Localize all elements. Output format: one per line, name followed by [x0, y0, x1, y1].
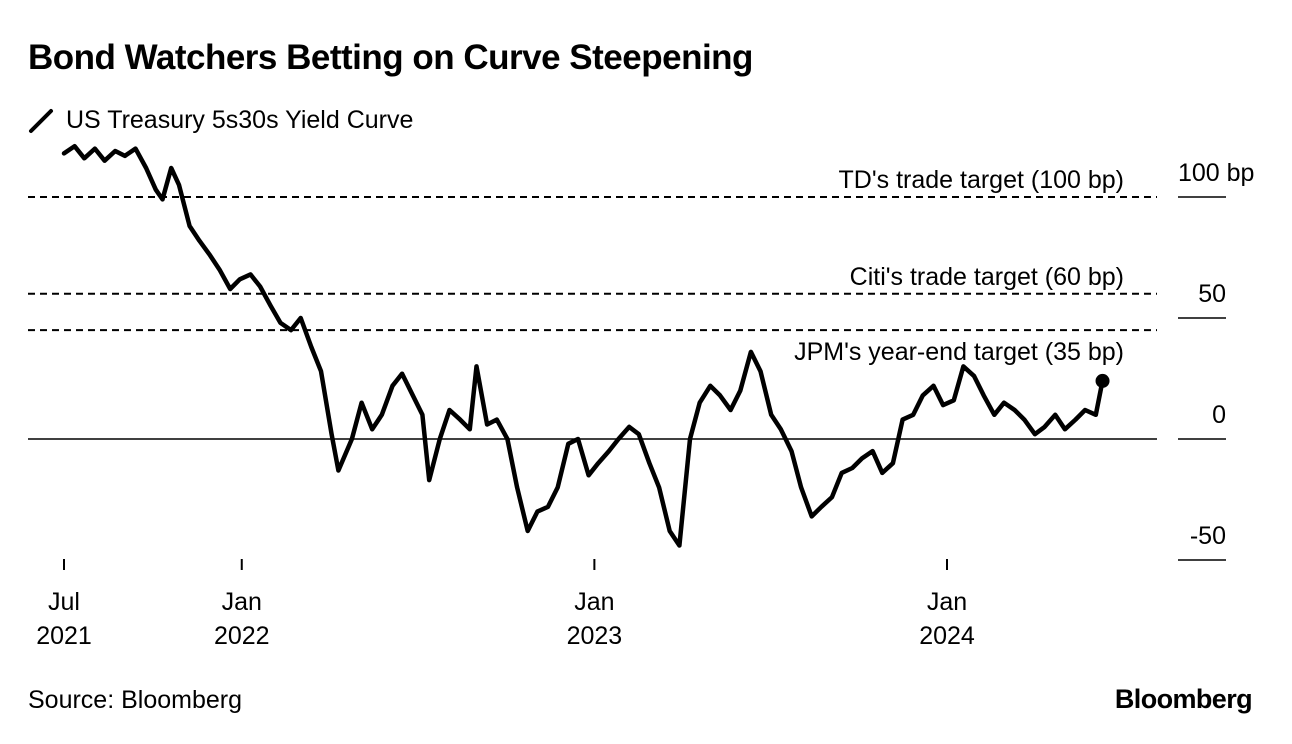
series-end-dot-0: [1095, 373, 1110, 388]
x-tick-year-2: 2023: [567, 622, 623, 650]
y-tick-label-1: 50: [1198, 280, 1226, 308]
legend: US Treasury 5s30s Yield Curve: [28, 106, 413, 135]
x-tick-label-2: Jan: [574, 588, 614, 616]
bloomberg-logo: Bloomberg: [1114, 684, 1253, 714]
x-tick-label-1: Jan: [222, 588, 262, 616]
line-swatch-icon: [29, 108, 53, 133]
x-tick-year-3: 2024: [919, 622, 975, 650]
series-line-0: [61, 143, 1105, 548]
target-label-2: JPM's year-end target (35 bp): [794, 338, 1124, 366]
x-tick-label-0: Jul: [48, 588, 80, 616]
legend-label: US Treasury 5s30s Yield Curve: [66, 106, 414, 134]
target-label-1: Citi's trade target (60 bp): [850, 263, 1124, 291]
x-tick-label-3: Jan: [927, 588, 967, 616]
y-tick-label-2: 0: [1212, 401, 1226, 429]
y-tick-label-0: 100 bp: [1178, 159, 1254, 187]
x-tick-year-1: 2022: [214, 622, 270, 650]
page-title: Bond Watchers Betting on Curve Steepenin…: [28, 38, 753, 77]
target-label-0: TD's trade target (100 bp): [839, 166, 1124, 194]
x-tick-year-0: 2021: [36, 622, 92, 650]
y-tick-label-3: -50: [1190, 522, 1226, 550]
source-note: Source: Bloomberg: [28, 686, 243, 714]
